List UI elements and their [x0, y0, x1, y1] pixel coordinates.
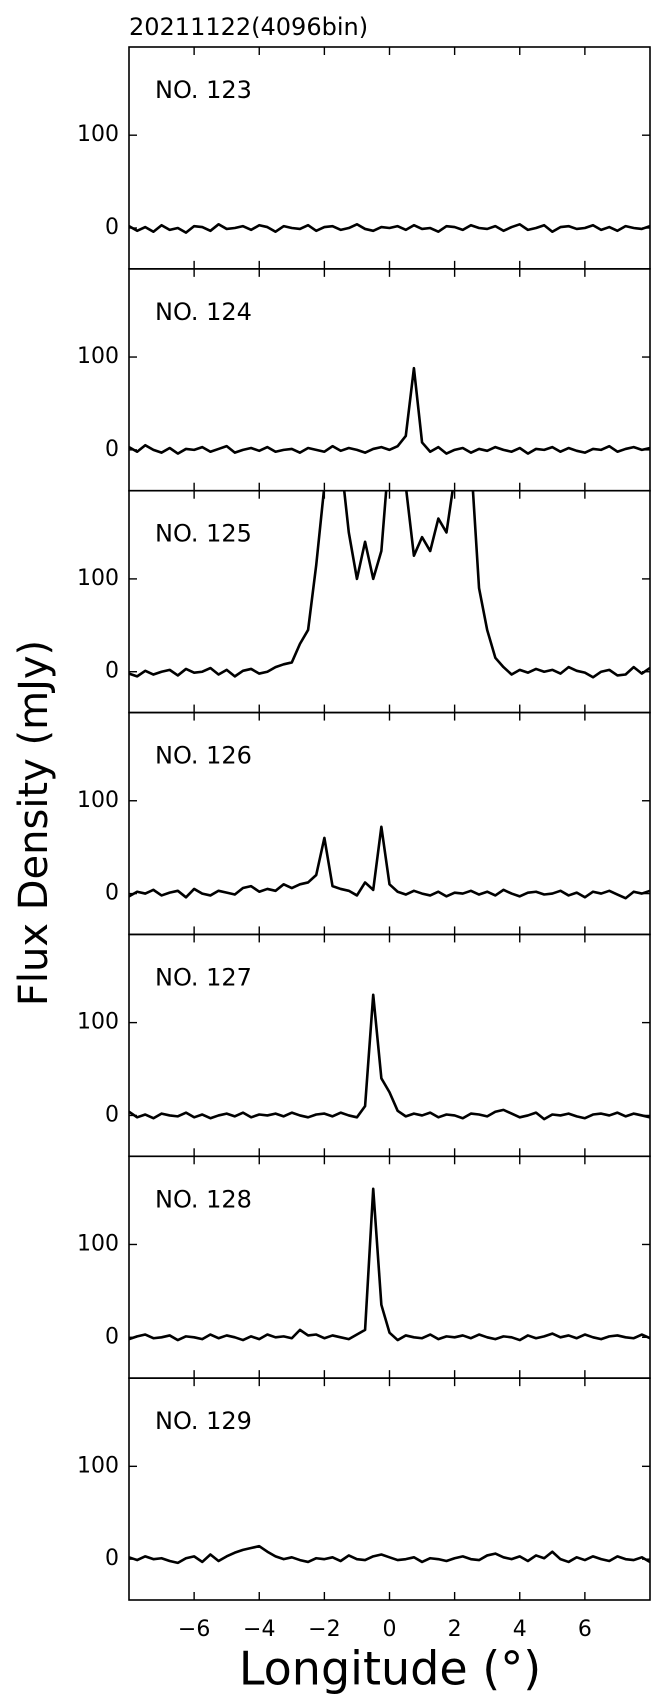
data-line	[129, 223, 650, 234]
y-tick-label: 100	[77, 788, 119, 813]
y-tick-label: 100	[77, 1453, 119, 1478]
x-tick-label: 2	[448, 1617, 462, 1642]
y-tick-label: 0	[105, 215, 119, 240]
data-line	[129, 1187, 650, 1342]
y-tick-label: 0	[105, 881, 119, 906]
x-tick-label: −4	[243, 1617, 275, 1642]
x-tick-label: 6	[578, 1617, 592, 1642]
chart-title: 20211122(4096bin)	[129, 13, 368, 41]
panel-frame	[128, 1377, 651, 1601]
y-tick-label: 0	[105, 1324, 119, 1349]
panel-label: NO. 127	[155, 963, 252, 991]
x-axis-label: Longitude (°)	[239, 1642, 541, 1696]
y-axis-label: Flux Density (mJy)	[11, 640, 57, 1006]
data-line	[129, 366, 650, 455]
x-tick-label: −6	[178, 1617, 210, 1642]
panel-label: NO. 124	[155, 298, 252, 326]
y-tick-label: 100	[77, 122, 119, 147]
y-tick-label: 0	[105, 659, 119, 684]
y-tick-label: 0	[105, 1102, 119, 1127]
panel-label: NO. 128	[155, 1185, 252, 1213]
data-line	[129, 825, 650, 900]
panel-label: NO. 125	[155, 520, 252, 548]
y-tick-label: 100	[77, 1231, 119, 1256]
data-line	[129, 1544, 650, 1565]
x-tick-label: 4	[513, 1617, 527, 1642]
y-tick-label: 0	[105, 437, 119, 462]
data-line	[129, 490, 650, 679]
data-line	[129, 993, 650, 1121]
y-tick-label: 100	[77, 566, 119, 591]
y-tick-label: 0	[105, 1546, 119, 1571]
x-tick-label: −2	[308, 1617, 340, 1642]
panel-label: NO. 123	[155, 76, 252, 104]
y-tick-label: 100	[77, 1010, 119, 1035]
panel-label: NO. 129	[155, 1407, 252, 1435]
y-tick-label: 100	[77, 344, 119, 369]
panel-label: NO. 126	[155, 742, 252, 770]
x-tick-label: 0	[383, 1617, 397, 1642]
